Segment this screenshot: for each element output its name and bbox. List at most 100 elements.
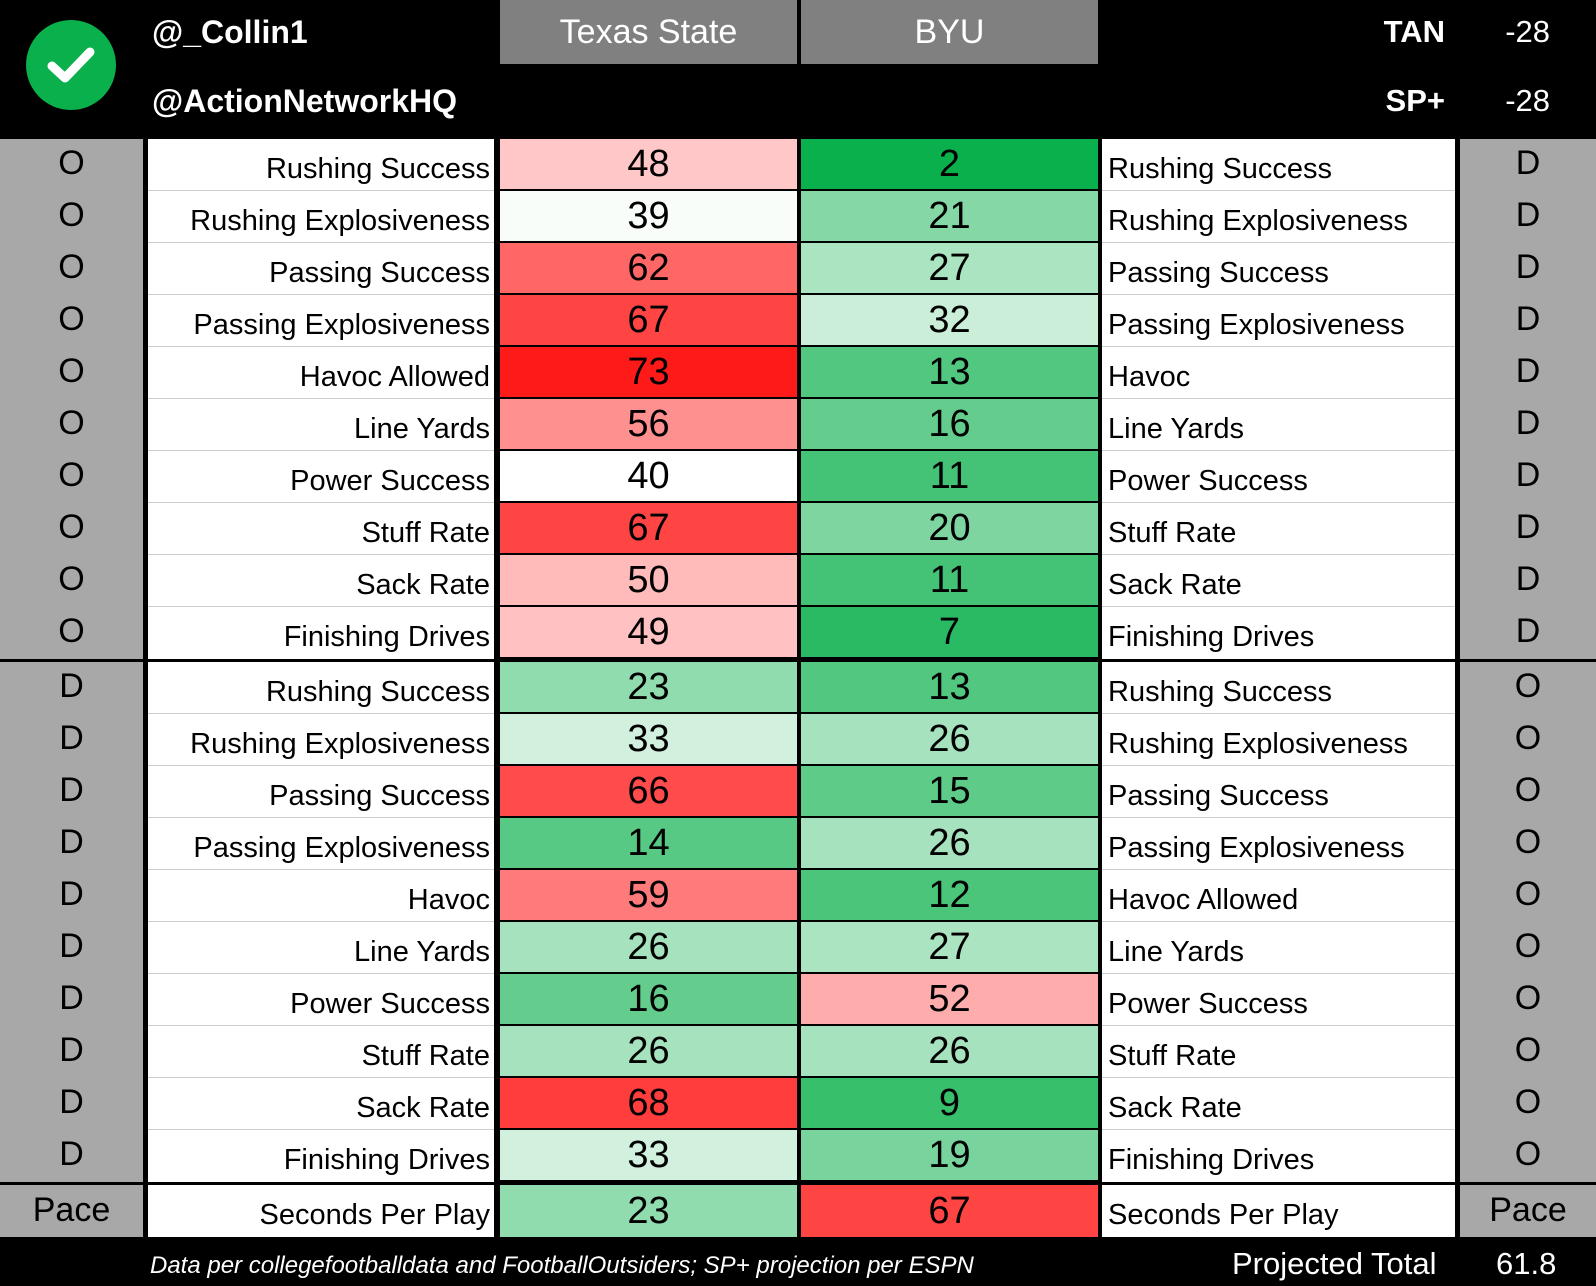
stat-value-right: 19 bbox=[801, 1130, 1098, 1180]
pace-stat-label-right: Seconds Per Play bbox=[1108, 1199, 1339, 1231]
row-divider bbox=[148, 190, 494, 191]
projected-total-label: Projected Total bbox=[1232, 1246, 1437, 1281]
row-divider bbox=[148, 973, 494, 974]
stat-label-right: Rushing Explosiveness bbox=[1108, 728, 1408, 760]
stat-label-left: Rushing Success bbox=[265, 153, 490, 185]
labels-right-bg bbox=[1102, 662, 1455, 1182]
stat-label-left: Sack Rate bbox=[356, 569, 490, 601]
stat-label-right: Finishing Drives bbox=[1108, 621, 1315, 653]
stat-value-right: 32 bbox=[801, 295, 1098, 345]
row-divider bbox=[148, 606, 494, 607]
stat-value-left: 73 bbox=[500, 347, 797, 397]
unit-letter-right: O bbox=[1514, 1031, 1542, 1069]
stat-label-left: Sack Rate bbox=[356, 1092, 490, 1124]
stat-value-right: 26 bbox=[801, 714, 1098, 764]
stat-value-right: 20 bbox=[801, 503, 1098, 553]
unit-letter-right: O bbox=[1514, 927, 1542, 965]
stat-value-right: 13 bbox=[801, 662, 1098, 712]
stat-label-left: Passing Success bbox=[269, 780, 490, 812]
row-divider bbox=[148, 765, 494, 766]
team-right-header: BYU bbox=[801, 0, 1098, 64]
stat-label-left: Passing Explosiveness bbox=[193, 832, 490, 864]
row-divider bbox=[1102, 921, 1455, 922]
unit-letter-right: O bbox=[1514, 1083, 1542, 1121]
row-divider bbox=[1102, 502, 1455, 503]
side-panel-left bbox=[0, 139, 143, 659]
unit-letter-right: O bbox=[1514, 1135, 1542, 1173]
unit-letter-right: D bbox=[1515, 248, 1541, 286]
stat-label-left: Passing Explosiveness bbox=[193, 309, 490, 341]
row-divider bbox=[1102, 1077, 1455, 1078]
stat-value-left: 26 bbox=[500, 1026, 797, 1076]
unit-letter-right: O bbox=[1514, 823, 1542, 861]
row-divider bbox=[1102, 294, 1455, 295]
unit-letter-left: D bbox=[59, 927, 84, 965]
stat-label-left: Rushing Explosiveness bbox=[190, 728, 490, 760]
stat-label-right: Sack Rate bbox=[1108, 1092, 1242, 1124]
stat-label-right: Stuff Rate bbox=[1108, 517, 1237, 549]
row-divider bbox=[1102, 713, 1455, 714]
row-divider bbox=[148, 817, 494, 818]
row-divider bbox=[1102, 765, 1455, 766]
unit-letter-right: D bbox=[1515, 300, 1541, 338]
stat-label-right: Line Yards bbox=[1108, 413, 1244, 445]
stat-value-left: 59 bbox=[500, 870, 797, 920]
stat-value-left: 68 bbox=[500, 1078, 797, 1128]
unit-letter-right: D bbox=[1515, 404, 1541, 442]
pace-stat-label-left: Seconds Per Play bbox=[259, 1199, 490, 1231]
row-divider bbox=[1102, 1025, 1455, 1026]
stat-value-left: 33 bbox=[500, 714, 797, 764]
pace-label-right: Pace bbox=[1489, 1191, 1567, 1229]
row-divider bbox=[1102, 398, 1455, 399]
row-divider bbox=[1102, 554, 1455, 555]
row-divider bbox=[148, 502, 494, 503]
section-divider bbox=[0, 1182, 1596, 1185]
sp-label: SP+ bbox=[1385, 83, 1445, 118]
unit-letter-left: O bbox=[58, 196, 85, 234]
stat-value-left: 67 bbox=[500, 295, 797, 345]
unit-letter-right: O bbox=[1514, 771, 1542, 809]
row-divider bbox=[148, 921, 494, 922]
stat-value-left: 67 bbox=[500, 503, 797, 553]
unit-letter-left: O bbox=[58, 300, 85, 338]
unit-letter-left: O bbox=[58, 456, 85, 494]
section-divider bbox=[0, 659, 1596, 662]
publisher-handle: @ActionNetworkHQ bbox=[152, 83, 457, 119]
tan-label: TAN bbox=[1383, 14, 1445, 49]
stat-value-right: 9 bbox=[801, 1078, 1098, 1128]
stat-label-right: Rushing Success bbox=[1108, 676, 1333, 708]
unit-letter-left: O bbox=[58, 248, 85, 286]
row-divider bbox=[148, 713, 494, 714]
unit-letter-left: D bbox=[59, 719, 84, 757]
stat-value-right: 26 bbox=[801, 818, 1098, 868]
row-divider bbox=[148, 1025, 494, 1026]
stat-value-right: 13 bbox=[801, 347, 1098, 397]
stat-label-left: Power Success bbox=[290, 465, 490, 497]
stat-label-right: Havoc Allowed bbox=[1108, 884, 1299, 916]
unit-letter-right: D bbox=[1515, 560, 1541, 598]
unit-letter-left: D bbox=[59, 771, 84, 809]
stat-label-right: Sack Rate bbox=[1108, 569, 1242, 601]
stat-label-right: Power Success bbox=[1108, 465, 1308, 497]
stat-label-left: Havoc Allowed bbox=[299, 361, 490, 393]
stat-label-left: Havoc bbox=[407, 884, 490, 916]
stat-label-right: Passing Success bbox=[1108, 257, 1329, 289]
unit-letter-right: D bbox=[1515, 352, 1541, 390]
check-circle-icon bbox=[26, 20, 116, 110]
row-divider bbox=[1102, 973, 1455, 974]
pace-panel-right bbox=[1460, 1185, 1596, 1237]
stat-label-right: Rushing Explosiveness bbox=[1108, 205, 1408, 237]
unit-letter-left: D bbox=[59, 979, 84, 1017]
row-divider bbox=[148, 1129, 494, 1130]
projected-total-value: 61.8 bbox=[1496, 1246, 1557, 1281]
stat-value-right: 11 bbox=[801, 555, 1098, 605]
stat-value-left: 16 bbox=[500, 974, 797, 1024]
unit-letter-left: D bbox=[59, 875, 84, 913]
unit-letter-left: O bbox=[58, 560, 85, 598]
stat-value-left: 26 bbox=[500, 922, 797, 972]
stat-label-left: Finishing Drives bbox=[283, 1144, 490, 1176]
pace-label-left: Pace bbox=[32, 1191, 111, 1229]
unit-letter-left: O bbox=[58, 352, 85, 390]
stat-value-left: 40 bbox=[500, 451, 797, 501]
